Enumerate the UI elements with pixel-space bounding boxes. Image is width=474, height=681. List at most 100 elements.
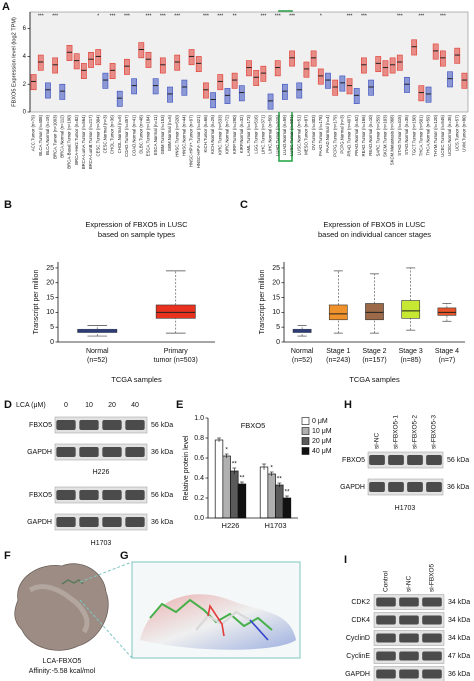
size-label: 56 kDa [151, 492, 173, 499]
box [310, 50, 317, 67]
box [432, 43, 439, 60]
legend-swatch [301, 447, 310, 455]
y-tick-label: 15 [272, 294, 280, 301]
box [396, 54, 403, 71]
chart-title: Expression of FBXO5 in LUSC [323, 220, 426, 229]
y-tick-label: 25 [46, 265, 54, 272]
treatment-label: LCA (μM) [16, 402, 46, 409]
significance: *** [361, 13, 367, 19]
x-tick-label: HNSC-HPV+.Tumor (n=97) [189, 114, 194, 167]
box [382, 60, 389, 77]
band [399, 633, 419, 643]
significance: *** [397, 13, 403, 19]
box [124, 58, 130, 75]
y-tick-label: 0.8 [194, 435, 204, 442]
cell-label: H1703 [395, 505, 416, 512]
box [361, 57, 367, 74]
y-axis-label: Transcript per million [259, 270, 266, 335]
band [56, 420, 76, 430]
oxygen-atoms [207, 603, 225, 637]
caption: LCA-FBXO5 [43, 658, 82, 665]
box [303, 61, 310, 78]
x-tick-label: CHOL.Normal (n=9) [117, 114, 122, 153]
zoom-line [79, 599, 133, 659]
row-label: CyclinE [346, 653, 370, 660]
lane-label: Control [383, 570, 390, 592]
significance: ** [284, 489, 290, 496]
x-tick-label: BRCA-LumA.Tumor (n=564) [81, 114, 86, 169]
x-tick-label: LUAD.Tumor (n=515) [275, 114, 280, 156]
band [407, 455, 423, 465]
x-tick-label: CESC.Tumor (n=304) [95, 114, 100, 156]
band [102, 420, 122, 430]
box [231, 72, 238, 89]
band [376, 597, 396, 607]
size-label: 36 kDa [151, 519, 173, 526]
bar [237, 483, 247, 519]
significance: *** [275, 13, 281, 19]
blot-background [367, 451, 444, 469]
box [116, 90, 123, 107]
box [80, 63, 87, 79]
box [195, 56, 202, 73]
band [422, 633, 442, 643]
band [422, 615, 442, 625]
x-tick-label: PRAD.Tumor (n=497) [347, 114, 352, 156]
box [328, 304, 348, 321]
band [102, 490, 122, 500]
size-label: 36 kDa [447, 484, 469, 491]
x-tick-label: BRCA.Normal (n=112) [59, 114, 64, 157]
box [238, 85, 245, 102]
y-tick-label: 0.6 [194, 455, 204, 462]
box [152, 78, 159, 95]
x-tick-label: (n=52) [292, 357, 312, 364]
row-label: GAPDH [345, 671, 370, 678]
x-tick-label: PRAD.Normal (n=52) [354, 114, 359, 155]
x-tick-label: (n=7) [439, 357, 456, 364]
lane-label: si-FBXO5-3 [431, 415, 438, 449]
x-axis-label: TCGA samples [349, 375, 400, 384]
x-tick-label: OV.Tumor (n=303) [311, 114, 316, 150]
x-tick-label: CESC.Normal (n=3) [103, 114, 108, 153]
band [56, 517, 76, 527]
box [418, 85, 425, 102]
cell-label: H1703 [91, 540, 112, 547]
x-axis-label: TCGA samples [111, 375, 162, 384]
band [422, 597, 442, 607]
x-tick-label: LIHC.Normal (n=50) [268, 114, 273, 153]
x-tick-label: PCPG.Normal (n=3) [339, 114, 344, 153]
box [461, 72, 468, 89]
y-tick-label: 5 [50, 324, 54, 331]
x-tick-label: HNSC-HPV-.Tumor (n=421) [196, 114, 201, 168]
box [439, 50, 446, 67]
box [52, 57, 59, 74]
significance: *** [52, 13, 58, 19]
significance: *** [260, 13, 266, 19]
box [437, 307, 457, 316]
band [399, 669, 419, 679]
band [376, 669, 396, 679]
y-tick-label: 15 [46, 294, 54, 301]
ligand [61, 579, 84, 585]
row-label: FBXO5 [29, 422, 52, 429]
box [425, 86, 432, 103]
box [375, 56, 382, 73]
box [217, 74, 224, 91]
x-tick-label: PCPG.Tumor (n=179) [332, 114, 337, 156]
box [401, 300, 421, 319]
band [56, 490, 76, 500]
x-tick-label: DLBC.Tumor (n=48) [138, 114, 143, 153]
box [45, 82, 51, 99]
x-tick-label: tumor (n=503) [154, 357, 198, 364]
box [411, 39, 418, 56]
band [125, 490, 145, 500]
x-tick-label: GBM.Tumor (n=153) [160, 114, 165, 154]
x-tick-label: SARC.Tumor (n=259) [375, 114, 380, 156]
panel-label: E [176, 399, 183, 411]
x-tick-label: H226 [222, 521, 240, 530]
band [399, 615, 419, 625]
x-tick-label: BLCA.Tumor (n=408) [38, 114, 43, 155]
chart-title: FBXO5 [241, 421, 266, 430]
chart-title: based on sample types [98, 230, 175, 239]
lane-label: 0 [64, 402, 68, 409]
